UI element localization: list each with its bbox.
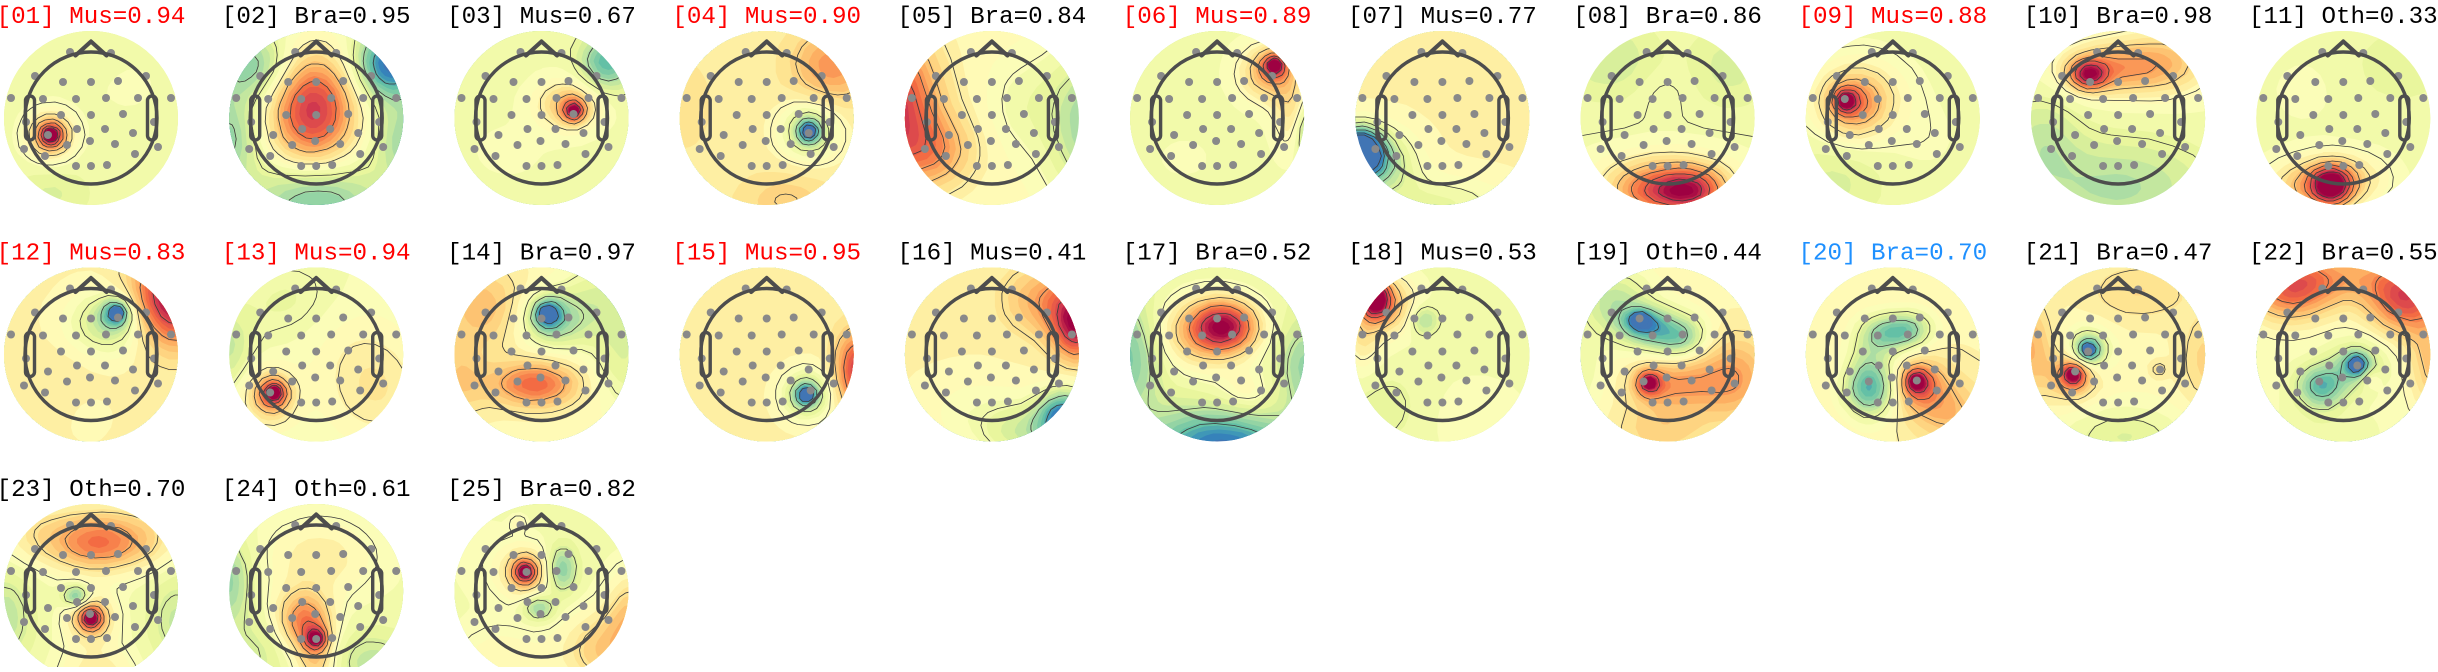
svg-text:[04] Mus=0.90: [04] Mus=0.90 bbox=[672, 4, 861, 31]
svg-text:[14] Bra=0.97: [14] Bra=0.97 bbox=[447, 241, 636, 268]
svg-text:[09] Mus=0.88: [09] Mus=0.88 bbox=[1798, 4, 1987, 31]
svg-text:[08] Bra=0.86: [08] Bra=0.86 bbox=[1573, 4, 1762, 31]
svg-text:[17] Bra=0.52: [17] Bra=0.52 bbox=[1123, 241, 1312, 268]
svg-text:[22] Bra=0.55: [22] Bra=0.55 bbox=[2249, 241, 2438, 268]
svg-text:[06] Mus=0.89: [06] Mus=0.89 bbox=[1123, 4, 1312, 31]
svg-text:[25] Bra=0.82: [25] Bra=0.82 bbox=[447, 477, 636, 504]
svg-text:[21] Bra=0.47: [21] Bra=0.47 bbox=[2024, 241, 2213, 268]
svg-text:[13] Mus=0.94: [13] Mus=0.94 bbox=[222, 241, 411, 268]
svg-text:[15] Mus=0.95: [15] Mus=0.95 bbox=[672, 241, 861, 268]
svg-text:[19] Oth=0.44: [19] Oth=0.44 bbox=[1573, 241, 1762, 268]
svg-text:[07] Mus=0.77: [07] Mus=0.77 bbox=[1348, 4, 1537, 31]
svg-text:[24] Oth=0.61: [24] Oth=0.61 bbox=[222, 477, 411, 504]
svg-text:[01] Mus=0.94: [01] Mus=0.94 bbox=[0, 4, 185, 31]
svg-text:[11] Oth=0.33: [11] Oth=0.33 bbox=[2249, 4, 2438, 31]
svg-text:[16] Mus=0.41: [16] Mus=0.41 bbox=[898, 241, 1087, 268]
svg-text:[18] Mus=0.53: [18] Mus=0.53 bbox=[1348, 241, 1537, 268]
svg-text:[02] Bra=0.95: [02] Bra=0.95 bbox=[222, 4, 411, 31]
svg-text:[03] Mus=0.67: [03] Mus=0.67 bbox=[447, 4, 636, 31]
svg-text:[23] Oth=0.70: [23] Oth=0.70 bbox=[0, 477, 185, 504]
svg-text:[10] Bra=0.98: [10] Bra=0.98 bbox=[2024, 4, 2213, 31]
svg-text:[05] Bra=0.84: [05] Bra=0.84 bbox=[898, 4, 1087, 31]
svg-text:[12] Mus=0.83: [12] Mus=0.83 bbox=[0, 241, 185, 268]
svg-text:[20] Bra=0.70: [20] Bra=0.70 bbox=[1798, 241, 1987, 268]
